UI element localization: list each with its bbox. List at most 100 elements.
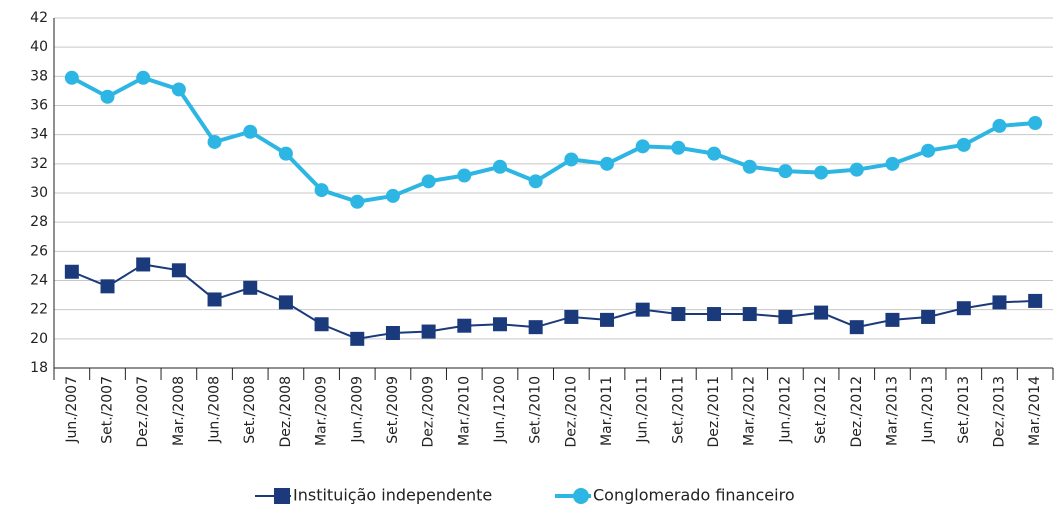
point bbox=[885, 312, 900, 327]
y-tick-label: 42 bbox=[30, 10, 48, 26]
point bbox=[707, 307, 722, 322]
y-tick-label: 26 bbox=[30, 243, 48, 259]
y-tick-label: 22 bbox=[30, 302, 48, 318]
series-line bbox=[70, 75, 1036, 204]
point bbox=[564, 152, 579, 167]
point bbox=[457, 318, 472, 333]
point bbox=[528, 174, 543, 189]
x-tick-label: Dez./2010 bbox=[563, 376, 579, 448]
point bbox=[350, 331, 365, 346]
point bbox=[1028, 293, 1043, 308]
x-tick-label: Dez./2009 bbox=[421, 376, 437, 448]
point bbox=[385, 188, 400, 203]
legend-label: Instituição independente bbox=[293, 486, 492, 505]
point bbox=[171, 263, 186, 278]
point bbox=[421, 174, 436, 189]
x-tick-label: Set./2009 bbox=[385, 376, 401, 444]
point bbox=[243, 124, 258, 139]
x-tick-label: Jun./2013 bbox=[920, 376, 936, 444]
point bbox=[671, 307, 686, 322]
point bbox=[1028, 116, 1043, 130]
x-tick-label: Dez./2007 bbox=[135, 376, 151, 448]
point bbox=[921, 143, 936, 158]
series-line bbox=[71, 263, 1036, 340]
y-tick-label: 34 bbox=[30, 127, 48, 143]
x-tick-label: Jun./1200 bbox=[492, 376, 508, 444]
x-tick-label: Mar./2010 bbox=[456, 376, 472, 446]
x-tick-label: Mar./2011 bbox=[599, 376, 615, 446]
point bbox=[671, 140, 686, 155]
y-tick-label: 18 bbox=[30, 360, 48, 376]
point bbox=[350, 194, 365, 209]
x-tick-label: Set./2010 bbox=[528, 376, 544, 444]
point bbox=[528, 320, 543, 335]
x-tick-label: Set./2012 bbox=[813, 376, 829, 444]
point bbox=[742, 159, 757, 174]
point bbox=[956, 301, 971, 316]
legend-marker bbox=[274, 488, 290, 504]
x-tick-label: Mar./2009 bbox=[314, 376, 330, 446]
legend-label: Conglomerado financeiro bbox=[593, 486, 795, 505]
point bbox=[814, 305, 829, 320]
y-tick-label: 30 bbox=[30, 185, 48, 201]
x-tick-label: Set./2008 bbox=[242, 376, 258, 444]
x-tick-label: Mar./2013 bbox=[884, 376, 900, 446]
point bbox=[314, 317, 329, 332]
point bbox=[564, 309, 579, 324]
x-tick-label: Dez./2008 bbox=[278, 376, 294, 448]
point bbox=[171, 82, 186, 97]
point bbox=[814, 165, 829, 180]
point bbox=[849, 320, 864, 335]
y-tick-label: 36 bbox=[30, 98, 48, 114]
point bbox=[243, 280, 258, 295]
point bbox=[635, 139, 650, 154]
point bbox=[64, 264, 79, 279]
point bbox=[849, 162, 864, 177]
point bbox=[100, 279, 115, 294]
point bbox=[314, 183, 329, 198]
point bbox=[778, 309, 793, 324]
y-tick-label: 24 bbox=[30, 273, 48, 289]
point bbox=[385, 326, 400, 340]
point bbox=[742, 307, 757, 322]
point bbox=[635, 302, 650, 317]
x-tick-label: Dez./2012 bbox=[849, 376, 865, 448]
point bbox=[885, 156, 900, 171]
x-tick-label: Jun./2012 bbox=[777, 376, 793, 444]
point bbox=[992, 295, 1007, 310]
point bbox=[278, 295, 293, 310]
x-tick-label: Mar./2012 bbox=[742, 376, 758, 446]
point bbox=[207, 292, 222, 307]
legend-marker bbox=[573, 488, 589, 504]
point bbox=[136, 257, 151, 272]
x-tick-label: Jun./2008 bbox=[207, 376, 223, 444]
point bbox=[278, 146, 293, 161]
point bbox=[992, 118, 1007, 133]
x-tick-label: Dez./2013 bbox=[991, 376, 1007, 448]
point bbox=[457, 168, 472, 183]
x-tick-label: Jun./2011 bbox=[635, 376, 651, 444]
x-tick-label: Jun./2009 bbox=[349, 376, 365, 444]
x-tick-label: Mar./2014 bbox=[1027, 376, 1043, 446]
y-tick-label: 20 bbox=[30, 331, 48, 347]
y-tick-label: 32 bbox=[30, 156, 48, 172]
point bbox=[600, 156, 615, 171]
x-tick-label: Mar./2008 bbox=[171, 376, 187, 446]
x-tick-label: Set./2013 bbox=[956, 376, 972, 444]
point bbox=[207, 134, 222, 149]
point bbox=[956, 137, 971, 152]
point bbox=[778, 164, 793, 179]
y-tick-label: 38 bbox=[30, 68, 48, 84]
x-tick-label: Set./2007 bbox=[100, 376, 116, 444]
point bbox=[707, 146, 722, 161]
x-tick-label: Dez./2011 bbox=[706, 376, 722, 448]
x-tick-label: Set./2011 bbox=[670, 376, 686, 444]
x-tick-label: Jun./2007 bbox=[64, 376, 80, 444]
point bbox=[136, 70, 151, 85]
point bbox=[600, 312, 615, 327]
y-tick-label: 40 bbox=[30, 39, 48, 55]
point bbox=[492, 159, 507, 174]
point bbox=[421, 324, 436, 339]
point bbox=[64, 70, 79, 85]
